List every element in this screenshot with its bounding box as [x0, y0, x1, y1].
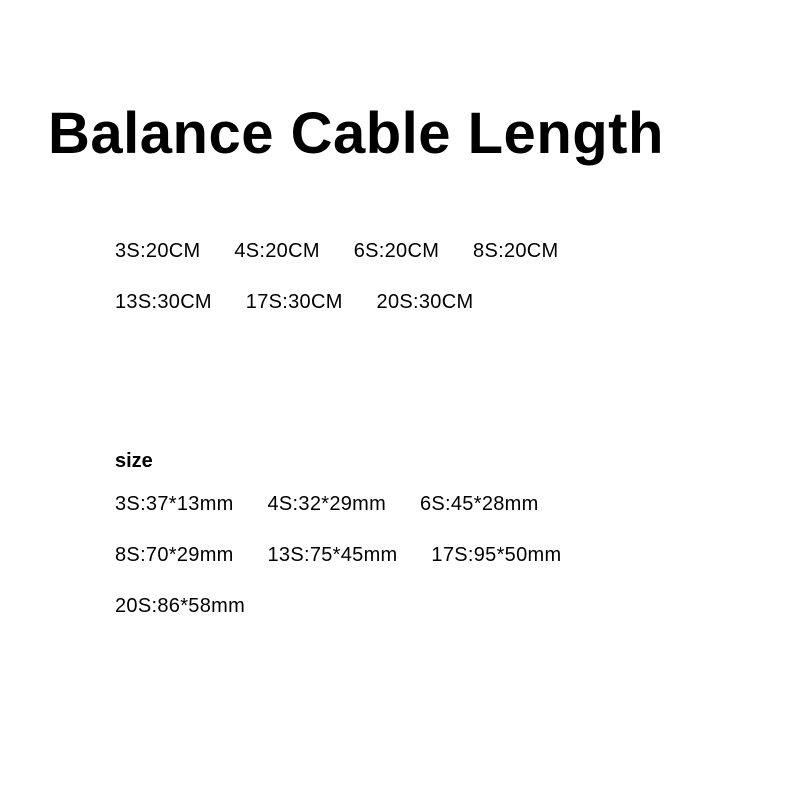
length-item: 6S:20CM	[354, 240, 439, 263]
size-item: 4S:32*29mm	[267, 493, 386, 516]
size-row-3: 20S:86*58mm	[115, 595, 589, 618]
length-item: 17S:30CM	[246, 291, 343, 314]
size-item: 17S:95*50mm	[431, 544, 561, 567]
length-item: 20S:30CM	[377, 291, 474, 314]
length-section: 3S:20CM 4S:20CM 6S:20CM 8S:20CM 13S:30CM…	[115, 240, 587, 342]
length-row-2: 13S:30CM 17S:30CM 20S:30CM	[115, 291, 587, 314]
length-item: 13S:30CM	[115, 291, 212, 314]
size-heading: size	[115, 450, 589, 473]
length-item: 4S:20CM	[234, 240, 319, 263]
length-item: 3S:20CM	[115, 240, 200, 263]
size-row-1: 3S:37*13mm 4S:32*29mm 6S:45*28mm	[115, 493, 589, 516]
size-item: 8S:70*29mm	[115, 544, 234, 567]
size-row-2: 8S:70*29mm 13S:75*45mm 17S:95*50mm	[115, 544, 589, 567]
page-title: Balance Cable Length	[48, 100, 664, 167]
length-item: 8S:20CM	[473, 240, 558, 263]
length-row-1: 3S:20CM 4S:20CM 6S:20CM 8S:20CM	[115, 240, 587, 263]
size-item: 13S:75*45mm	[267, 544, 397, 567]
size-item: 3S:37*13mm	[115, 493, 234, 516]
size-item: 6S:45*28mm	[420, 493, 539, 516]
size-section: size 3S:37*13mm 4S:32*29mm 6S:45*28mm 8S…	[115, 450, 589, 646]
size-item: 20S:86*58mm	[115, 595, 245, 618]
